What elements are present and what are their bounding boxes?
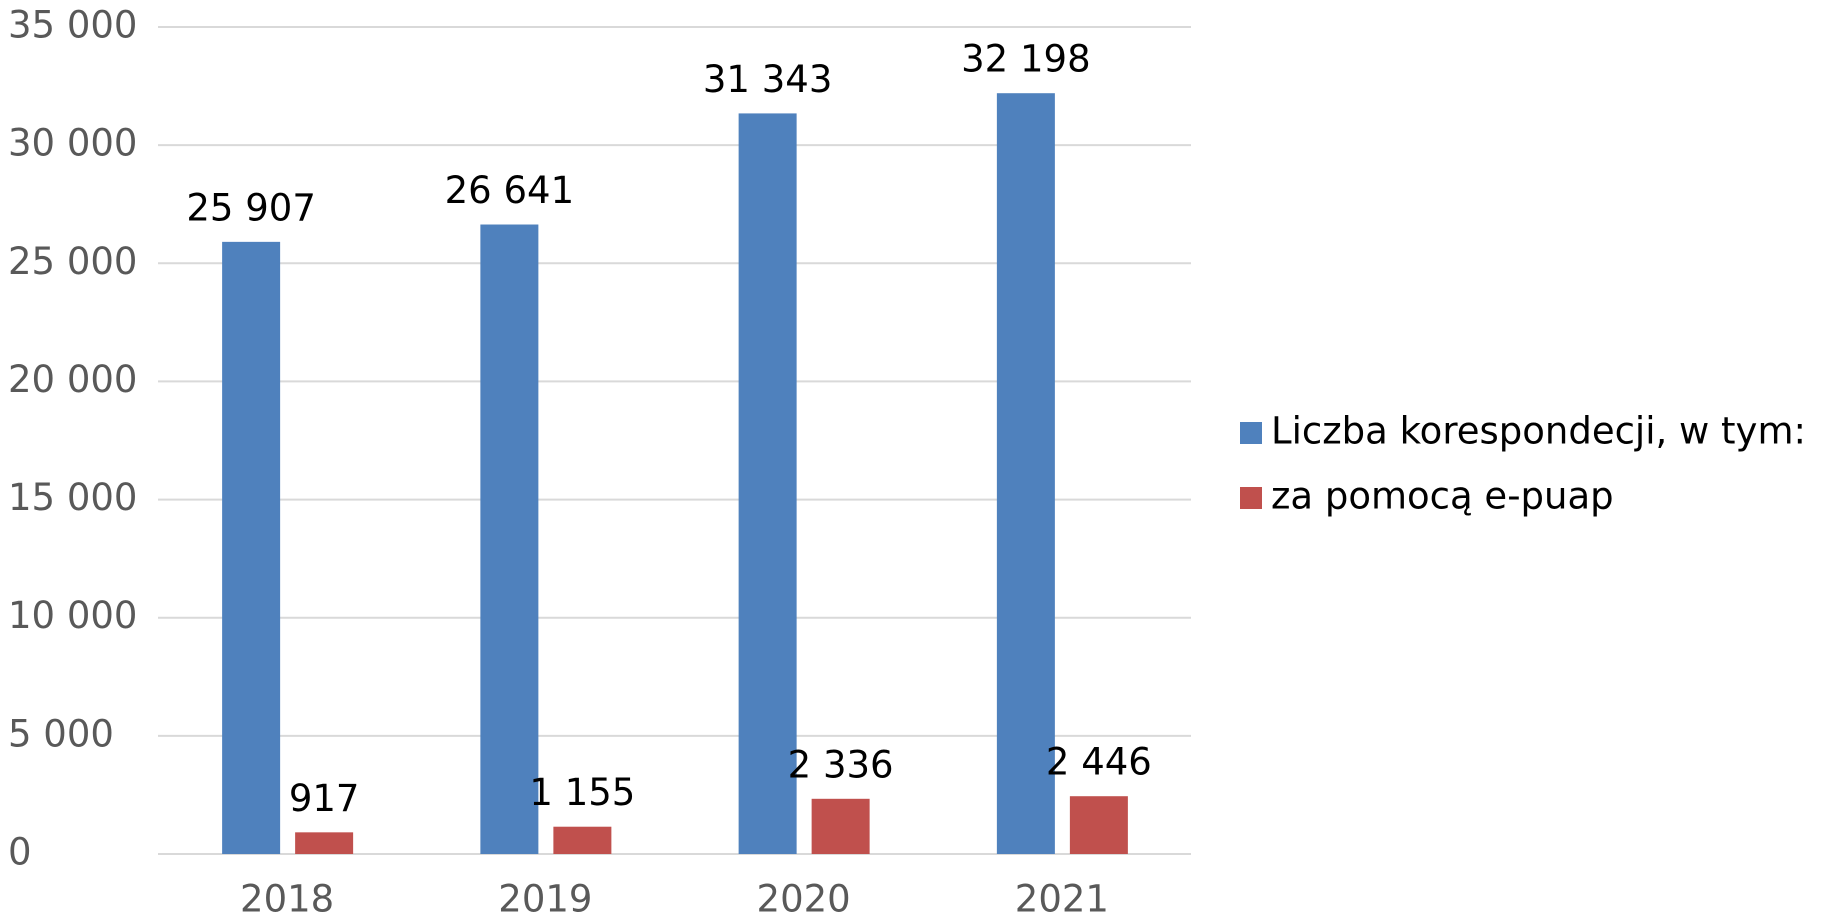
y-tick-label: 0 <box>8 831 32 874</box>
bar <box>295 832 354 854</box>
x-tick-label: 2019 <box>498 878 592 916</box>
data-label: 31 343 <box>703 58 832 101</box>
legend-label: za pomocą e-puap <box>1271 475 1614 518</box>
data-label: 1 155 <box>529 771 635 814</box>
x-tick-label: 2020 <box>757 878 851 916</box>
bar <box>811 798 870 854</box>
bar <box>1069 796 1128 854</box>
y-tick-label: 5 000 <box>8 712 114 755</box>
y-tick-label: 10 000 <box>8 594 137 637</box>
legend-swatch <box>1240 422 1262 444</box>
data-label: 917 <box>289 777 360 820</box>
x-tick-label: 2018 <box>240 878 334 916</box>
data-label: 2 336 <box>788 743 894 786</box>
legend-label: Liczba korespondecji, w tym: <box>1271 410 1806 453</box>
bar <box>996 93 1055 854</box>
bar <box>738 113 797 855</box>
y-tick-label: 15 000 <box>8 476 137 519</box>
x-tick-label: 2021 <box>1015 878 1109 916</box>
y-tick-label: 30 000 <box>8 122 137 165</box>
y-tick-label: 25 000 <box>8 240 137 283</box>
legend-swatch <box>1240 487 1262 509</box>
data-label: 32 198 <box>961 38 1090 81</box>
data-label: 25 907 <box>186 186 315 229</box>
bar <box>480 224 539 854</box>
y-tick-label: 20 000 <box>8 358 137 401</box>
bar <box>222 241 281 854</box>
y-tick-label: 35 000 <box>8 4 137 47</box>
data-label: 2 446 <box>1046 741 1152 784</box>
bar <box>553 826 612 854</box>
data-label: 26 641 <box>445 169 574 212</box>
